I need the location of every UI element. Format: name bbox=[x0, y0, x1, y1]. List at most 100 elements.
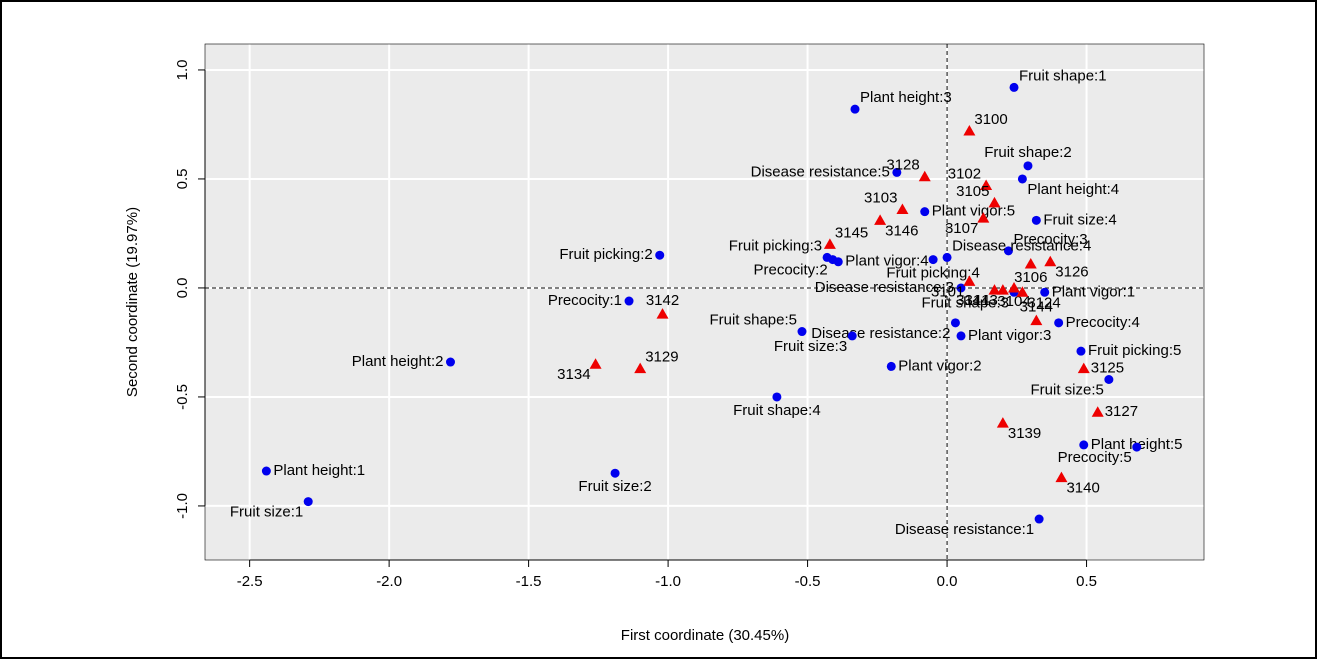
point bbox=[963, 275, 976, 286]
point-label: 3106 bbox=[1014, 269, 1047, 286]
point bbox=[656, 308, 669, 319]
point bbox=[850, 104, 860, 114]
point bbox=[874, 214, 887, 225]
point bbox=[950, 318, 960, 328]
point bbox=[896, 203, 909, 214]
x-axis-label: First coordinate (30.45%) bbox=[621, 627, 789, 644]
point-label: Fruit size:1 bbox=[230, 504, 303, 521]
point bbox=[1104, 374, 1114, 384]
point bbox=[610, 468, 620, 478]
x-tick-label: 0.5 bbox=[1076, 573, 1097, 590]
point-label: 3124 bbox=[1027, 294, 1060, 311]
point bbox=[963, 124, 976, 136]
point-label: 3143 bbox=[964, 292, 997, 309]
point bbox=[589, 358, 602, 369]
point bbox=[1076, 346, 1086, 356]
point-label: 3141 bbox=[956, 292, 989, 309]
point bbox=[1040, 287, 1050, 297]
point-label: Disease resistance:1 bbox=[895, 521, 1034, 538]
point-label: 3146 bbox=[885, 222, 918, 239]
point-label: Precocity:3 bbox=[1013, 231, 1087, 248]
point-label: Plant height:2 bbox=[352, 353, 444, 370]
point-label: Disease resistance:4 bbox=[952, 237, 1091, 254]
point bbox=[1030, 314, 1043, 326]
point-label: Fruit size:2 bbox=[578, 478, 651, 495]
point bbox=[1017, 174, 1027, 184]
y-tick-label: 1.0 bbox=[174, 60, 191, 81]
point bbox=[918, 170, 931, 182]
point-label: 3101 bbox=[931, 283, 964, 300]
point bbox=[942, 252, 952, 262]
point bbox=[772, 392, 782, 402]
point bbox=[1016, 286, 1029, 297]
point bbox=[797, 327, 807, 337]
point-label: 3129 bbox=[645, 349, 678, 366]
point-label: Plant height:3 bbox=[860, 89, 952, 106]
point bbox=[1003, 246, 1013, 256]
point-label: Plant height:4 bbox=[1027, 181, 1119, 198]
point-label: 3104 bbox=[997, 293, 1030, 310]
point bbox=[1054, 318, 1064, 328]
y-tick-label: 0.0 bbox=[174, 278, 191, 299]
point-label: Fruit picking:5 bbox=[1088, 342, 1181, 359]
point-label: Precocity:4 bbox=[1066, 314, 1140, 331]
point-label: Precocity:1 bbox=[548, 292, 622, 309]
point-label: 3125 bbox=[1091, 360, 1124, 377]
point bbox=[847, 331, 857, 341]
point bbox=[886, 361, 896, 371]
point-label: Precocity:2 bbox=[753, 262, 827, 279]
point-label: Fruit size:3 bbox=[774, 338, 847, 355]
point-label: 3126 bbox=[1055, 264, 1088, 281]
point bbox=[977, 212, 990, 223]
x-tick-label: 0.0 bbox=[937, 573, 958, 590]
point bbox=[303, 497, 313, 507]
point bbox=[988, 196, 1001, 208]
point bbox=[1008, 281, 1021, 293]
point bbox=[1024, 257, 1037, 269]
point bbox=[1044, 255, 1057, 267]
point-label: Precocity:5 bbox=[1058, 449, 1132, 466]
point-label: 3102 bbox=[948, 165, 981, 182]
point-label: 3105 bbox=[956, 183, 989, 200]
point bbox=[1009, 82, 1019, 92]
point bbox=[892, 167, 902, 177]
point-label: 3139 bbox=[1008, 425, 1041, 442]
point-label: Plant vigor:3 bbox=[968, 327, 1051, 344]
point-label: Fruit size:4 bbox=[1043, 211, 1116, 228]
y-tick-label: -1.0 bbox=[174, 493, 191, 519]
point bbox=[1031, 215, 1041, 225]
point bbox=[1077, 362, 1090, 374]
point bbox=[920, 207, 930, 217]
point-label: Fruit shape:5 bbox=[709, 312, 797, 329]
point-label: 3145 bbox=[835, 224, 868, 241]
point bbox=[996, 284, 1009, 295]
point bbox=[1034, 514, 1044, 524]
point-label: Fruit shape:1 bbox=[1019, 67, 1107, 84]
point bbox=[928, 255, 938, 265]
point bbox=[980, 179, 993, 190]
point bbox=[634, 362, 647, 374]
point bbox=[1132, 442, 1142, 452]
point bbox=[261, 466, 271, 476]
point bbox=[1079, 440, 1089, 450]
point-label: 3107 bbox=[945, 220, 978, 237]
point-label: Fruit size:5 bbox=[1031, 381, 1104, 398]
point bbox=[988, 284, 1001, 295]
point-label: Fruit shape:2 bbox=[984, 144, 1072, 161]
point-label: Plant vigor:2 bbox=[898, 357, 981, 374]
x-tick-label: -0.5 bbox=[795, 573, 821, 590]
point-label: 3134 bbox=[557, 366, 590, 383]
plot-background bbox=[205, 44, 1204, 560]
point-label: 3100 bbox=[974, 111, 1007, 128]
point-label: 3144 bbox=[1020, 299, 1053, 316]
x-tick-label: -1.0 bbox=[655, 573, 681, 590]
point-label: Plant vigor:1 bbox=[1052, 283, 1135, 300]
point bbox=[655, 250, 665, 260]
plot-border bbox=[204, 43, 1205, 561]
point-label: Disease resistance:3 bbox=[815, 279, 954, 296]
point bbox=[445, 357, 455, 367]
point bbox=[1055, 471, 1068, 483]
point bbox=[956, 283, 966, 293]
point-label: Fruit shape:3 bbox=[921, 294, 1009, 311]
point-label: 3103 bbox=[864, 189, 897, 206]
